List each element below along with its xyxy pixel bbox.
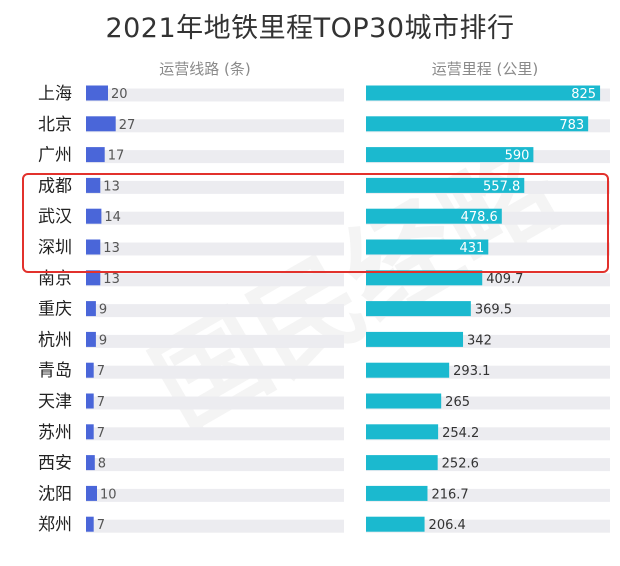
city-label: 重庆 xyxy=(38,300,72,320)
lines-track xyxy=(86,88,344,102)
lines-bar xyxy=(86,301,96,317)
lines-track xyxy=(86,365,344,379)
mileage-value-label: 265 xyxy=(445,395,470,410)
lines-track xyxy=(86,427,344,441)
lines-value-label: 9 xyxy=(99,303,107,318)
lines-bar xyxy=(86,455,95,471)
lines-value-label: 7 xyxy=(97,426,105,441)
city-label: 武汉 xyxy=(38,207,72,227)
lines-track xyxy=(86,334,344,348)
lines-bar xyxy=(86,116,116,132)
mileage-bar xyxy=(366,424,439,440)
mileage-value-label: 206.4 xyxy=(429,518,466,533)
mileage-bar xyxy=(366,301,471,317)
city-label: 成都 xyxy=(38,176,72,196)
mileage-value-label: 252.6 xyxy=(442,457,479,472)
lines-track xyxy=(86,458,344,472)
lines-track xyxy=(86,119,344,133)
lines-track xyxy=(86,396,344,410)
lines-track xyxy=(86,180,344,194)
mileage-bar xyxy=(366,516,425,532)
mileage-value-label: 478.6 xyxy=(461,210,498,225)
lines-track xyxy=(86,488,344,502)
lines-value-label: 14 xyxy=(104,210,121,225)
mileage-bar xyxy=(366,239,489,255)
mileage-bar xyxy=(366,177,525,193)
city-label: 广州 xyxy=(38,146,72,166)
lines-bar xyxy=(86,516,94,532)
lines-bar xyxy=(86,177,101,193)
lines-bar xyxy=(86,485,97,501)
mileage-value-label: 216.7 xyxy=(431,487,468,502)
lines-series-header: 运营线路 (条) xyxy=(159,60,251,78)
mileage-value-label: 590 xyxy=(505,149,530,164)
city-label: 苏州 xyxy=(38,423,72,443)
city-label: 深圳 xyxy=(38,238,72,258)
lines-value-label: 17 xyxy=(108,149,125,164)
mileage-value-label: 825 xyxy=(571,87,596,102)
lines-track xyxy=(86,242,344,256)
lines-track xyxy=(86,150,344,164)
lines-value-label: 13 xyxy=(103,272,120,287)
city-label: 北京 xyxy=(38,115,72,135)
city-label: 杭州 xyxy=(38,330,72,350)
mileage-value-label: 254.2 xyxy=(442,426,479,441)
lines-value-label: 7 xyxy=(97,364,105,379)
lines-track xyxy=(86,211,344,225)
lines-bar xyxy=(86,362,94,378)
lines-bar xyxy=(86,393,94,409)
mileage-bar xyxy=(366,455,438,471)
lines-bar xyxy=(86,270,101,286)
city-label: 西安 xyxy=(38,454,72,474)
city-label: 青岛 xyxy=(38,361,72,381)
mileage-value-label: 783 xyxy=(559,118,584,133)
lines-bar xyxy=(86,147,105,163)
mileage-value-label: 557.8 xyxy=(483,179,520,194)
mileage-bar xyxy=(366,362,450,378)
mileage-bar xyxy=(366,147,534,163)
lines-bar xyxy=(86,208,102,224)
lines-value-label: 27 xyxy=(119,118,136,133)
mileage-bar xyxy=(366,485,428,501)
mileage-value-label: 409.7 xyxy=(486,272,523,287)
lines-value-label: 13 xyxy=(103,179,120,194)
lines-value-label: 9 xyxy=(99,333,107,348)
city-label: 郑州 xyxy=(38,515,72,535)
lines-value-label: 7 xyxy=(97,395,105,410)
city-label: 沈阳 xyxy=(38,484,72,504)
lines-value-label: 10 xyxy=(100,487,117,502)
lines-bar xyxy=(86,85,108,101)
chart-title: 2021年地铁里程TOP30城市排行 xyxy=(105,13,515,44)
mileage-series-header: 运营里程 (公里) xyxy=(431,60,539,78)
highlight-box xyxy=(22,173,609,273)
lines-track xyxy=(86,519,344,533)
mileage-value-label: 431 xyxy=(459,241,484,256)
lines-value-label: 20 xyxy=(111,87,128,102)
lines-value-label: 8 xyxy=(98,457,106,472)
lines-bar xyxy=(86,331,96,347)
lines-bar xyxy=(86,239,101,255)
city-label: 南京 xyxy=(38,269,72,289)
lines-value-label: 7 xyxy=(97,518,105,533)
mileage-bar xyxy=(366,208,502,224)
mileage-bar xyxy=(366,270,483,286)
city-label: 上海 xyxy=(38,84,72,104)
lines-track xyxy=(86,273,344,287)
mileage-bar xyxy=(366,393,442,409)
mileage-bar xyxy=(366,85,601,101)
mileage-bar xyxy=(366,331,464,347)
mileage-value-label: 293.1 xyxy=(453,364,490,379)
city-label: 天津 xyxy=(38,392,72,412)
mileage-value-label: 369.5 xyxy=(475,303,512,318)
lines-bar xyxy=(86,424,94,440)
mileage-value-label: 342 xyxy=(467,333,492,348)
lines-track xyxy=(86,304,344,318)
mileage-track xyxy=(366,519,610,533)
lines-value-label: 13 xyxy=(103,241,120,256)
mileage-bar xyxy=(366,116,589,132)
